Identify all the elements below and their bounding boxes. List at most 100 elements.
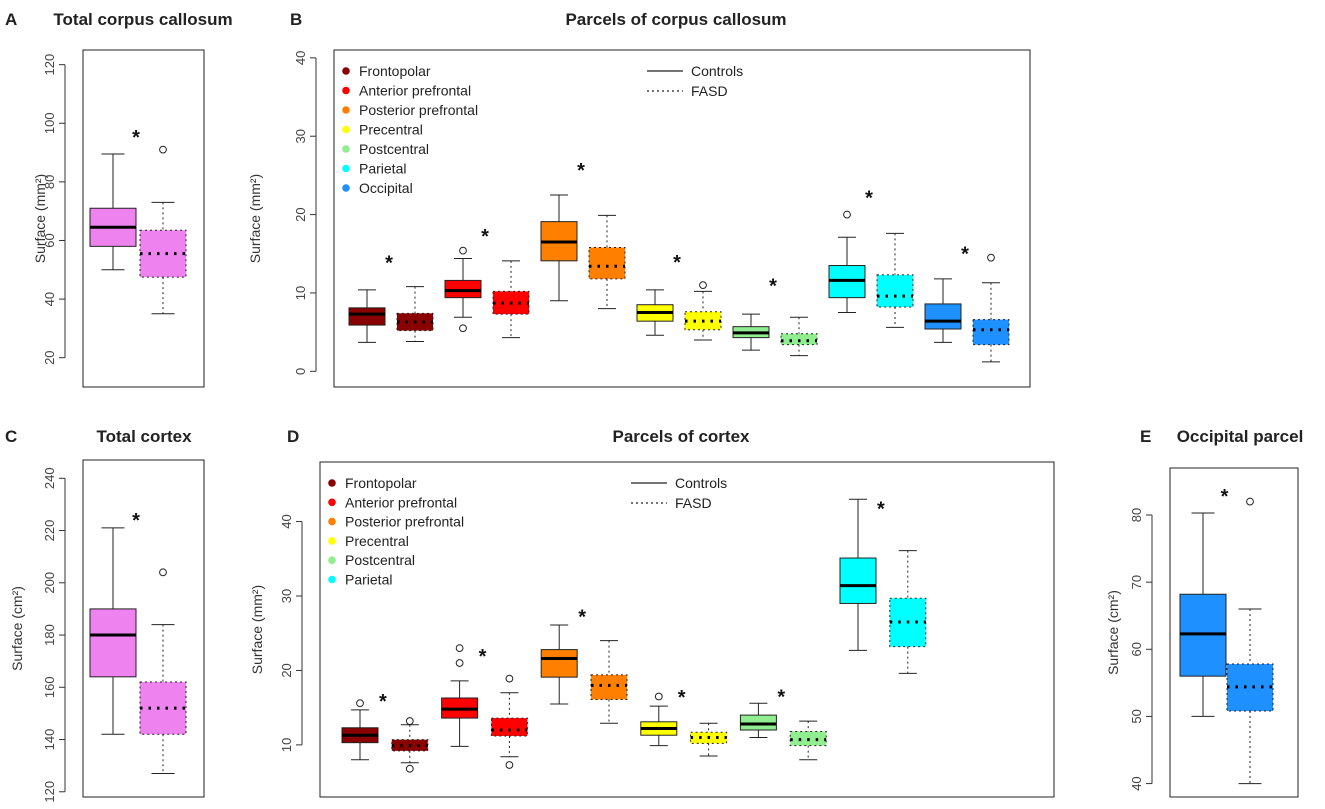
plot-frame — [333, 49, 1031, 388]
outlier-point — [505, 674, 514, 683]
panel-b: B Parcels of corpus callosum 0 10 20 30 40 Surf… — [247, 10, 1031, 388]
y-tick-label: 60 — [42, 233, 57, 247]
y-tick-label: 60 — [1129, 642, 1144, 656]
box-iqr — [590, 674, 628, 700]
legend-marker — [328, 479, 336, 487]
outlier-point — [505, 761, 514, 769]
legend-label: Posterior prefrontal — [345, 514, 464, 530]
y-tick-label: 200 — [42, 572, 57, 594]
legend-line-label: Controls — [675, 475, 727, 491]
significance-star: * — [673, 252, 681, 274]
box-iqr — [490, 717, 528, 737]
box-precentral-controls — [636, 289, 674, 336]
box-precentral-fasd: * — [673, 252, 722, 341]
box-iqr — [139, 681, 187, 735]
legend: Frontopolar Anterior prefrontal Posterior … — [328, 475, 727, 588]
panel-letter: A — [5, 10, 17, 29]
significance-star: * — [132, 127, 140, 149]
plot-frame — [82, 459, 205, 798]
legend-marker — [342, 184, 350, 192]
panel-title: Occipital parcel — [1177, 427, 1304, 446]
legend-line-label: Controls — [691, 63, 743, 79]
legend-label: Postcentral — [345, 552, 415, 568]
significance-star: * — [678, 687, 686, 709]
legend-marker — [328, 517, 336, 526]
box-iqr — [780, 333, 818, 346]
y-tick-label: 180 — [42, 624, 57, 646]
box-fasd: * — [1221, 486, 1274, 785]
outlier-point — [405, 764, 414, 773]
box-posterior-prefrontal-controls — [540, 194, 578, 302]
legend-label: Anterior prefrontal — [359, 83, 471, 99]
outlier-point — [455, 644, 464, 653]
outlier-point — [405, 717, 414, 725]
panel-title: Total corpus callosum — [53, 10, 232, 29]
y-tick-label: 40 — [293, 51, 308, 65]
box-precentral-controls — [640, 692, 678, 747]
significance-star: * — [481, 226, 489, 248]
significance-star: * — [865, 188, 873, 210]
legend-label: Frontopolar — [359, 63, 431, 79]
box-fasd: * — [132, 127, 187, 315]
panel-c: C Total cortex 120 140 160 180 200 220 240 Surfac… — [5, 427, 205, 803]
significance-star: * — [769, 275, 777, 297]
y-axis-label: Surface (mm²) — [32, 174, 48, 263]
box-posterior-prefrontal-controls — [540, 624, 578, 705]
y-tick-label: 40 — [279, 514, 294, 528]
plot-frame — [82, 49, 205, 388]
plot-frame — [1169, 467, 1299, 798]
box-iqr — [839, 557, 877, 604]
significance-star: * — [577, 160, 585, 182]
legend-label: Occipital — [359, 180, 413, 196]
y-tick-label: 240 — [42, 467, 57, 489]
box-occipital-controls — [924, 278, 962, 343]
outlier-point — [843, 210, 851, 219]
legend-label: Posterior prefrontal — [359, 102, 478, 118]
y-tick-label: 30 — [293, 129, 308, 143]
panel-letter: D — [287, 427, 299, 446]
panel-title: Parcels of cortex — [612, 427, 750, 446]
box-iqr — [89, 608, 137, 678]
panel-title: Total cortex — [96, 427, 192, 446]
significance-star: * — [1221, 486, 1229, 508]
box-frontopolar-fasd: * — [379, 691, 429, 773]
box-iqr — [972, 319, 1010, 346]
box-postcentral-controls — [739, 702, 777, 738]
box-posterior-prefrontal-fasd: * — [578, 607, 628, 724]
box-iqr — [588, 246, 626, 280]
box-controls — [89, 527, 137, 735]
outlier-point — [356, 699, 364, 708]
significance-star: * — [961, 243, 969, 265]
box-iqr — [540, 649, 578, 678]
box-anterior-prefrontal-controls — [441, 644, 479, 747]
box-frontopolar-controls — [341, 699, 379, 761]
y-tick-label: 120 — [42, 781, 57, 803]
box-parietal-fasd: * — [865, 188, 914, 328]
y-tick-label: 40 — [42, 292, 57, 306]
legend-label: Parietal — [359, 161, 406, 177]
box-iqr — [139, 229, 187, 278]
significance-star: * — [385, 253, 393, 275]
outlier-point — [654, 692, 663, 701]
outlier-point — [455, 659, 464, 667]
significance-star: * — [777, 686, 785, 708]
legend-line-label: FASD — [675, 495, 712, 511]
panel-title: Parcels of corpus callosum — [565, 10, 786, 29]
y-tick-label: 220 — [42, 520, 57, 542]
outlier-point — [159, 568, 167, 577]
box-controls — [89, 153, 137, 271]
y-tick-label: 120 — [42, 54, 57, 76]
significance-star: * — [578, 607, 586, 629]
panel-letter: B — [290, 10, 302, 29]
y-tick-label: 10 — [293, 286, 308, 300]
box-postcentral-fasd: * — [769, 275, 818, 357]
y-tick-label: 20 — [42, 350, 57, 364]
outlier-point — [459, 324, 467, 333]
box-frontopolar-controls — [348, 289, 386, 343]
box-precentral-fasd: * — [678, 687, 728, 757]
plot-frame — [319, 461, 1055, 798]
box-frontopolar-fasd: * — [385, 253, 434, 343]
box-iqr — [348, 307, 386, 326]
outlier-point — [459, 246, 467, 255]
